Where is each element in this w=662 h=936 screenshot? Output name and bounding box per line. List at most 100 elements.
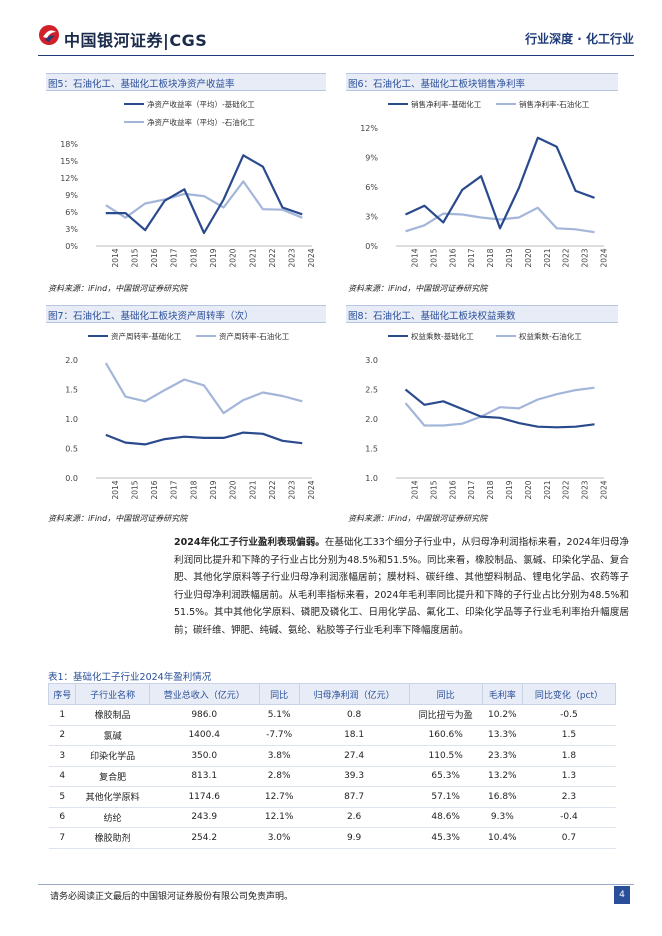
table-cell: 13.2% (482, 766, 523, 787)
x-tick-label: 2024 (307, 480, 316, 499)
table-cell: 13.3% (482, 725, 523, 746)
table-row: 3 印染化学品 350.0 3.8% 27.4 110.5% 23.3% 1.8 (48, 745, 616, 767)
header-divider (38, 55, 634, 56)
table-header-cell: 同比 (408, 683, 483, 705)
x-tick-label: 2014 (111, 248, 120, 267)
table-cell: 1.3 (522, 766, 616, 787)
x-tick-label: 2022 (268, 248, 277, 267)
figure-source: 资料来源：iFind，中国银河证券研究院 (348, 284, 488, 293)
y-tick-label: 9% (65, 191, 78, 200)
table-cell: -0.5 (522, 704, 616, 726)
table-cell: 橡胶助剂 (75, 827, 150, 849)
x-tick-label: 2014 (111, 480, 120, 499)
x-tick-label: 2018 (486, 248, 495, 267)
x-tick-label: 2019 (505, 480, 514, 499)
figure-title-bar: 图8：石油化工、基础化工板块权益乘数 (346, 305, 618, 323)
y-tick-label: 12% (360, 124, 378, 133)
table-cell: 1174.6 (149, 786, 260, 808)
series-line (404, 388, 595, 429)
figure-title: 图5：石油化工、基础化工板块净资产收益率 (48, 79, 235, 90)
table-cell: 复合肥 (75, 766, 150, 787)
table-cell: 纺纶 (75, 807, 150, 828)
y-tick-label: 9% (365, 154, 378, 163)
y-tick-label: 2.5 (365, 386, 378, 395)
legend-label: 权益乘数-石油化工 (519, 331, 582, 341)
y-tick-label: 2.0 (65, 356, 78, 365)
series-line (405, 136, 595, 230)
figure-title-bar: 图6：石油化工、基础化工板块销售净利率 (346, 73, 618, 91)
x-tick-label: 2017 (170, 248, 179, 267)
x-tick-label: 2021 (543, 248, 552, 267)
x-tick-label: 2015 (130, 248, 139, 267)
x-tick-label: 2017 (467, 480, 476, 499)
x-tick-label: 2022 (562, 248, 571, 267)
table-cell: 160.6% (409, 725, 483, 746)
x-tick-label: 2016 (150, 480, 159, 499)
table-cell: 45.3% (409, 827, 483, 849)
table-cell: 10.4% (482, 827, 523, 849)
table-row: 5 其他化学原料 1174.6 12.7% 87.7 57.1% 16.8% 2.3 (48, 786, 616, 808)
table-cell: 印染化学品 (75, 745, 150, 767)
table-row: 1 橡胶制品 986.0 5.1% 0.8 同比扭亏为盈 10.2% -0.5 (48, 704, 616, 726)
figure-source: 资料来源：iFind，中国银河证券研究院 (48, 514, 188, 523)
figure-source: 资料来源：iFind，中国银河证券研究院 (48, 284, 188, 293)
table-cell: 57.1% (409, 786, 483, 808)
table-cell: 10.2% (482, 704, 523, 726)
table-cell: 同比扭亏为盈 (409, 704, 483, 726)
table-header-cell: 同比 (258, 683, 300, 705)
footer-divider (38, 884, 634, 885)
table-cell: 1.5 (522, 725, 616, 746)
table-cell: 1 (48, 704, 76, 726)
table-cell: 3 (48, 745, 76, 767)
table-cell: 3.0% (259, 827, 300, 849)
x-tick-label: 2020 (229, 480, 238, 499)
table-cell: -7.7% (259, 725, 300, 746)
figure-title: 图8：石油化工、基础化工板块权益乘数 (348, 311, 516, 322)
figure-title-bar: 图7：石油化工、基础化工板块资产周转率（次） (46, 305, 326, 323)
y-tick-label: 12% (60, 174, 78, 183)
table-cell: 87.7 (299, 786, 410, 808)
y-tick-label: 15% (60, 157, 78, 166)
x-tick-label: 2014 (410, 480, 419, 499)
table-cell: 813.1 (149, 766, 260, 787)
table-cell: 5 (48, 786, 76, 808)
x-tick-label: 2018 (486, 480, 495, 499)
x-tick-label: 2022 (562, 480, 571, 499)
y-tick-label: 1.0 (65, 415, 78, 424)
table-cell: 254.2 (149, 827, 260, 849)
y-tick-label: 0.0 (65, 474, 78, 483)
y-tick-label: 0.5 (65, 445, 78, 454)
disclaimer: 请务必阅读正文最后的中国银河证券股份有限公司免责声明。 (50, 892, 294, 902)
legend-label: 资产周转率-石油化工 (219, 331, 290, 341)
y-tick-label: 3% (365, 213, 378, 222)
x-tick-label: 2020 (524, 248, 533, 267)
table-cell: 9.9 (299, 827, 410, 849)
brand-name: 中国银河证券|CGS (64, 31, 208, 50)
x-tick-label: 2023 (581, 248, 590, 267)
table-cell: -0.4 (522, 807, 616, 828)
series-line (105, 180, 303, 219)
legend-label: 净资产收益率（平均）-石油化工 (147, 117, 255, 127)
y-tick-label: 2.0 (365, 415, 378, 424)
table-cell: 23.3% (482, 745, 523, 767)
x-tick-label: 2020 (229, 248, 238, 267)
series-line (404, 386, 595, 427)
series-line (105, 154, 303, 235)
table-cell: 4 (48, 766, 76, 787)
x-tick-label: 2021 (543, 480, 552, 499)
table-cell: 氯碱 (75, 725, 150, 746)
x-tick-label: 2020 (524, 480, 533, 499)
series-line (105, 431, 303, 446)
x-tick-label: 2017 (467, 248, 476, 267)
table-row: 2 氯碱 1400.4 -7.7% 18.1 160.6% 13.3% 1.5 (48, 725, 616, 746)
analysis-paragraph: 2024年化工子行业盈利表现偏弱。在基础化工33个细分子行业中，从归母净利润指标… (174, 534, 629, 640)
table-cell: 110.5% (409, 745, 483, 767)
legend-label: 销售净利率-基础化工 (411, 99, 482, 109)
x-tick-label: 2018 (189, 480, 198, 499)
x-tick-label: 2024 (600, 480, 609, 499)
figure-source: 资料来源：iFind，中国银河证券研究院 (348, 514, 488, 523)
y-tick-label: 18% (60, 140, 78, 149)
profit-table: 序号 子行业名称 营业总收入（亿元） 同比 归母净利润（亿元） 同比 毛利率 同比变化（pct… (47, 683, 617, 849)
table-cell: 2.6 (299, 807, 410, 828)
